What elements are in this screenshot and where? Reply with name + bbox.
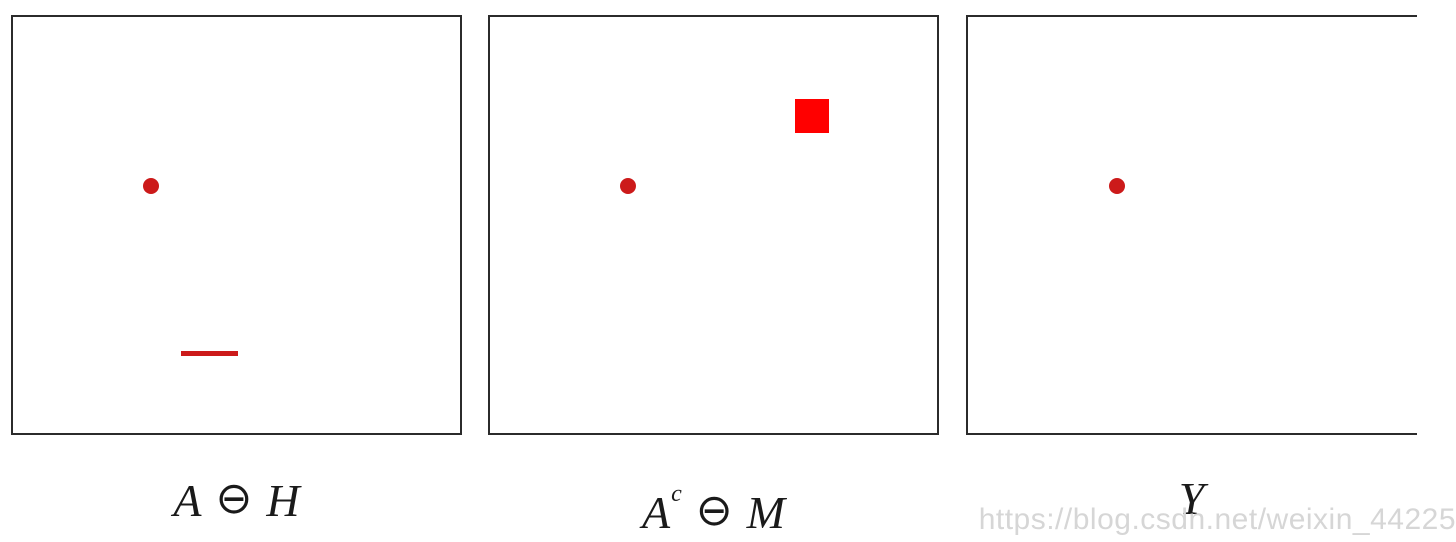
caption-y: Y xyxy=(966,468,1417,528)
watermark-url: https://blog.csdn.net/weixin_44225 xyxy=(978,503,1456,536)
caption-second: H xyxy=(266,474,300,526)
panel-a-erode-h xyxy=(11,15,462,435)
caption-ac-erode-m: A c ⊖ M xyxy=(488,480,939,542)
panel-y xyxy=(966,15,1417,435)
red-dot xyxy=(620,178,636,194)
erosion-operator: ⊖ xyxy=(215,472,253,524)
red-dot xyxy=(143,178,159,194)
caption-superscript: c xyxy=(671,480,682,507)
caption-a-erode-h: A ⊖ H xyxy=(11,470,462,530)
caption-second: M xyxy=(746,486,785,538)
red-dot xyxy=(1109,178,1125,194)
caption-main: Y xyxy=(1178,472,1205,524)
caption-main: A xyxy=(642,486,671,538)
caption-main: A xyxy=(173,474,202,526)
red-square xyxy=(795,99,829,133)
red-horizontal-line xyxy=(181,351,238,356)
panel-ac-erode-m xyxy=(488,15,939,435)
erosion-operator: ⊖ xyxy=(695,484,733,536)
